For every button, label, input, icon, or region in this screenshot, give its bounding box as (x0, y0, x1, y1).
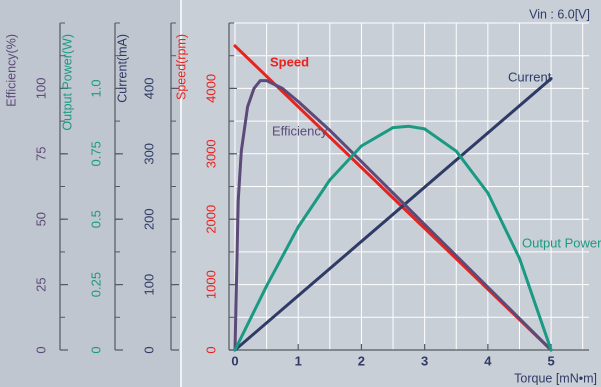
efficiency-tick-label: 50 (33, 212, 48, 226)
speed-tick-label: 3000 (203, 139, 218, 168)
x-tick-label: 0 (231, 353, 238, 368)
speed-tick-label: 1000 (203, 270, 218, 299)
power-axis-label: Output Power(W) (60, 34, 74, 131)
speed-axis-label: Speed(rpm) (174, 34, 188, 100)
vin-annotation: Vin : 6.0[V] (529, 7, 590, 21)
efficiency-series-line (233, 79, 553, 352)
efficiency-tick-label: 0 (33, 346, 48, 353)
speed-tick-label: 0 (203, 346, 218, 353)
plot-panel-background (181, 0, 601, 387)
current-axis-label: Current(mA) (115, 34, 129, 103)
speed-tick-label: 2000 (203, 205, 218, 234)
x-axis-label: Torque [mN•m] (514, 371, 597, 385)
axis-panel-background (0, 0, 181, 387)
speed-tick-label: 4000 (203, 74, 218, 103)
x-tick-label: 5 (547, 353, 554, 368)
x-tick-label: 3 (421, 353, 428, 368)
current-series-label: Current (508, 69, 552, 84)
efficiency-axis-label: Efficiency(%) (4, 34, 18, 107)
output-power-series-label: Output Power (522, 235, 601, 250)
current-tick-label: 400 (141, 78, 156, 100)
power-tick-label: 0.5 (88, 210, 103, 228)
power-tick-label: 1.0 (88, 79, 103, 97)
power-tick-label: 0 (88, 346, 103, 353)
current-tick-label: 0 (141, 346, 156, 353)
output-power-series-line (233, 124, 553, 352)
current-series-line (233, 77, 553, 352)
x-tick-label: 2 (358, 353, 365, 368)
efficiency-tick-label: 75 (33, 147, 48, 161)
current-tick-label: 200 (141, 208, 156, 230)
current-tick-label: 100 (141, 274, 156, 296)
speed-series-label: Speed (270, 54, 309, 69)
x-tick-label: 1 (295, 353, 302, 368)
x-tick-label: 4 (484, 353, 492, 368)
efficiency-tick-label: 25 (33, 277, 48, 291)
efficiency-tick-label: 100 (33, 78, 48, 100)
power-tick-label: 0.25 (88, 272, 103, 297)
efficiency-series-label: Efficiency (272, 123, 328, 138)
power-tick-label: 0.75 (88, 141, 103, 166)
current-tick-label: 300 (141, 143, 156, 165)
